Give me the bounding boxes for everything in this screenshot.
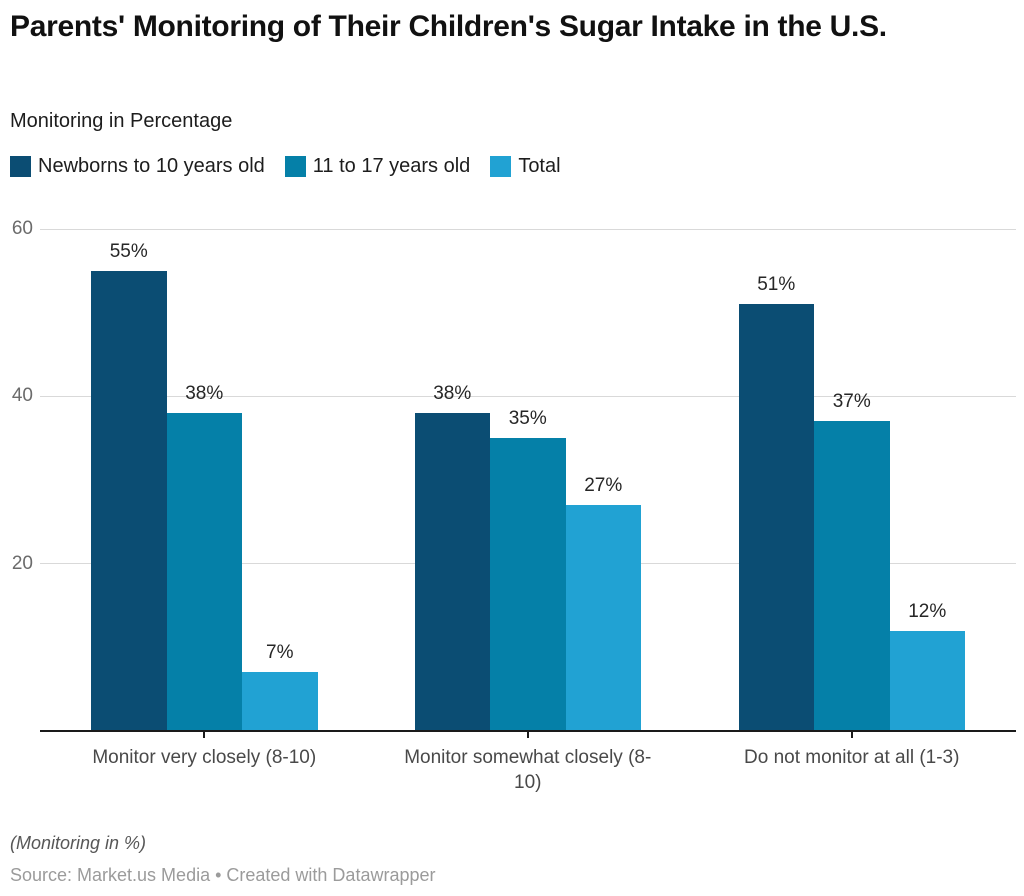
bar-value-label: 7% [266,642,294,664]
bar [91,270,167,731]
chart-subtitle: Monitoring in Percentage [10,110,233,132]
x-axis-baseline [40,730,1016,732]
bar-value-label: 55% [109,240,148,262]
bar [814,421,890,731]
x-axis-tick [850,732,853,738]
bar [738,304,814,731]
bar-value-label: 12% [908,600,947,622]
legend-label: 11 to 17 years old [312,155,471,177]
gridline [40,395,1016,397]
y-axis-tick-label: 40 [11,385,33,407]
chart-source: Source: Market.us Media • Created with D… [10,865,436,885]
x-axis-category-label: Do not monitor at all (1-3) [744,747,960,768]
x-axis-tick [526,732,529,738]
bar-value-label: 27% [584,475,623,497]
legend-item: 11 to 17 years old [284,155,471,178]
legend-swatch [10,156,31,177]
bar [889,630,965,731]
bar-value-label: 38% [433,383,472,405]
bar [414,413,490,731]
gridline [40,228,1016,230]
legend-label: Total [518,155,561,177]
bar-value-label: 37% [832,391,871,413]
bar [565,505,641,731]
legend-swatch [490,156,512,177]
bar [166,413,242,731]
y-axis-tick-label: 60 [11,218,33,239]
chart-note: (Monitoring in %) [10,833,147,853]
bar-value-label: 51% [757,274,796,296]
x-axis-category-label: Monitor somewhat closely (8-10) [404,747,652,793]
legend-swatch [284,156,306,177]
bar [242,672,318,731]
legend-item: Newborns to 10 years old [10,155,265,178]
bar-value-label: 38% [185,383,224,405]
chart-title: Parents' Monitoring of Their Children's … [10,10,887,43]
x-axis-category-label: Monitor very closely (8-10) [92,747,317,768]
y-axis-tick-label: 20 [11,552,33,574]
legend-label: Newborns to 10 years old [38,155,265,177]
legend-item: Total [490,155,561,178]
bar-value-label: 35% [508,408,547,430]
x-axis-tick [203,732,206,738]
bar [490,438,566,731]
legend: Newborns to 10 years old 11 to 17 years o… [10,155,561,178]
